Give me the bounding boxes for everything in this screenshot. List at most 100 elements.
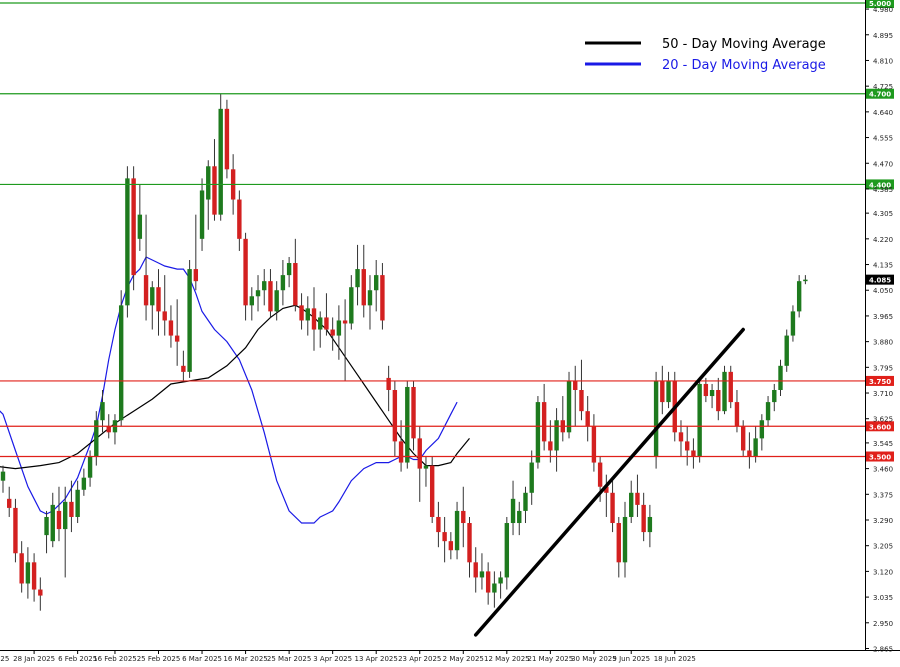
candle [747,432,752,469]
candle-body [535,402,541,463]
candle [305,296,310,336]
candle [778,359,783,397]
candle [206,160,211,230]
candle-body [342,320,348,324]
candle [436,501,441,548]
candle-body [442,532,447,542]
candle [709,383,715,409]
candle [19,541,24,593]
candle [168,305,174,348]
price-tick-label: 2.950 [873,620,893,628]
candle-body [554,420,559,451]
candle [629,480,634,524]
candle [492,571,497,608]
candle-body [193,269,199,282]
level-tag [866,375,894,386]
candle [759,414,765,451]
candle-body [573,380,578,390]
candle-body [218,108,223,215]
candle-body [274,290,279,312]
candle [523,486,528,524]
candle [417,426,422,502]
candle-body [69,501,74,517]
candle-body [753,438,758,457]
candle-body [473,562,478,578]
candle [193,214,199,291]
date-tick-label: 21 May 2025 [528,655,574,663]
plot-frame [0,0,900,651]
candle [703,377,709,403]
candle-body [87,456,93,478]
candle-body [479,571,485,578]
candle [784,329,789,372]
candle [380,263,385,330]
price-tick-label: 3.205 [873,543,893,551]
candle [361,244,366,318]
candle-body [299,305,304,321]
date-tick-label: 9 Jun 2025 [612,655,650,663]
candle-body [7,498,12,508]
candle [224,99,230,179]
candle-body [243,238,248,306]
date-tick-label: 2 May 2025 [443,655,484,663]
price-tick-label: 4.220 [873,236,893,244]
candle [63,486,68,578]
candle-body [81,477,87,490]
candle-body [336,320,342,336]
candle-body [374,275,379,291]
candle [212,139,217,221]
candle-body [181,365,186,372]
candle [50,492,55,548]
candle-body [790,311,796,336]
candle-body [778,365,783,390]
candle [454,501,460,560]
date-tick-label: 28 Jan 2025 [13,655,55,663]
candle-body [728,371,733,403]
candle-body [585,411,590,427]
candle [510,480,516,536]
candle-body [187,269,192,372]
candle-body [772,390,777,403]
candle [280,260,286,306]
candle [75,480,80,524]
candle [467,516,472,578]
candle [734,390,740,433]
candle-body [392,390,398,442]
candle [386,365,391,412]
candle [38,577,43,611]
price-tick-label: 3.545 [873,440,893,448]
candle [622,501,628,578]
candle-body [237,199,242,239]
candle [772,383,777,412]
candle [324,293,329,336]
candle-body [131,178,136,276]
candle-body [691,450,696,457]
date-tick-label: 16 Feb 2025 [93,655,137,663]
level-label: 4.400 [869,181,891,189]
date-tick-label: 6 Feb 2025 [58,655,97,663]
candle-body [311,308,317,330]
candle [13,498,18,563]
candle [442,516,447,563]
candle [641,492,646,542]
candle-body [629,492,634,517]
candle-body [249,296,254,306]
current-price-tag [866,274,894,285]
date-tick-label: 16 Mar 2025 [223,655,267,663]
candle [765,396,771,427]
level-label: 5.000 [869,0,891,8]
candle [31,553,37,602]
candle [461,486,466,548]
candle-body [641,504,646,533]
candle [237,190,242,251]
price-tick-label: 3.290 [873,517,893,525]
candle [255,275,261,312]
candle-body [610,492,615,524]
candle [199,178,205,251]
candle-body [716,390,721,412]
candle-body [411,386,416,439]
candle [541,383,547,451]
candle-body [417,438,422,469]
candle [336,305,342,360]
